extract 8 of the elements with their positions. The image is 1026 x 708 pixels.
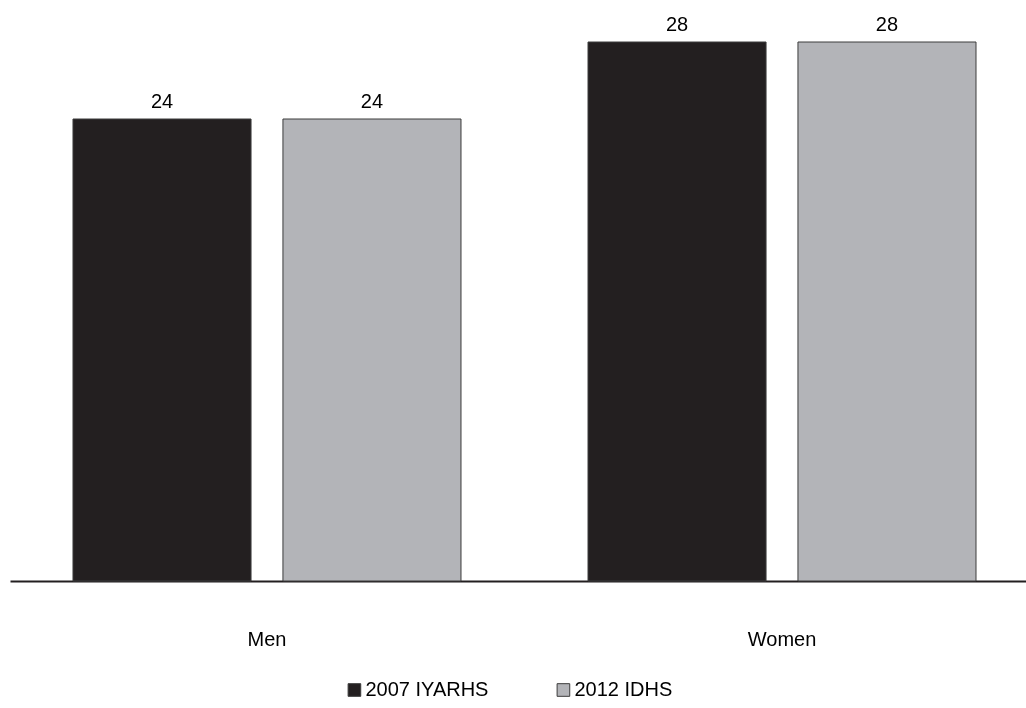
x-tick-label: Men [247, 627, 287, 650]
x-tick-label: Women [747, 627, 817, 650]
legend-label: 2012 IDHS [574, 678, 673, 700]
data-label: 28 [875, 13, 899, 35]
data-label: 24 [150, 90, 174, 112]
data-label: 28 [665, 13, 689, 35]
data-label: 24 [360, 90, 384, 112]
legend-label: 2007 IYARHS [365, 678, 489, 700]
